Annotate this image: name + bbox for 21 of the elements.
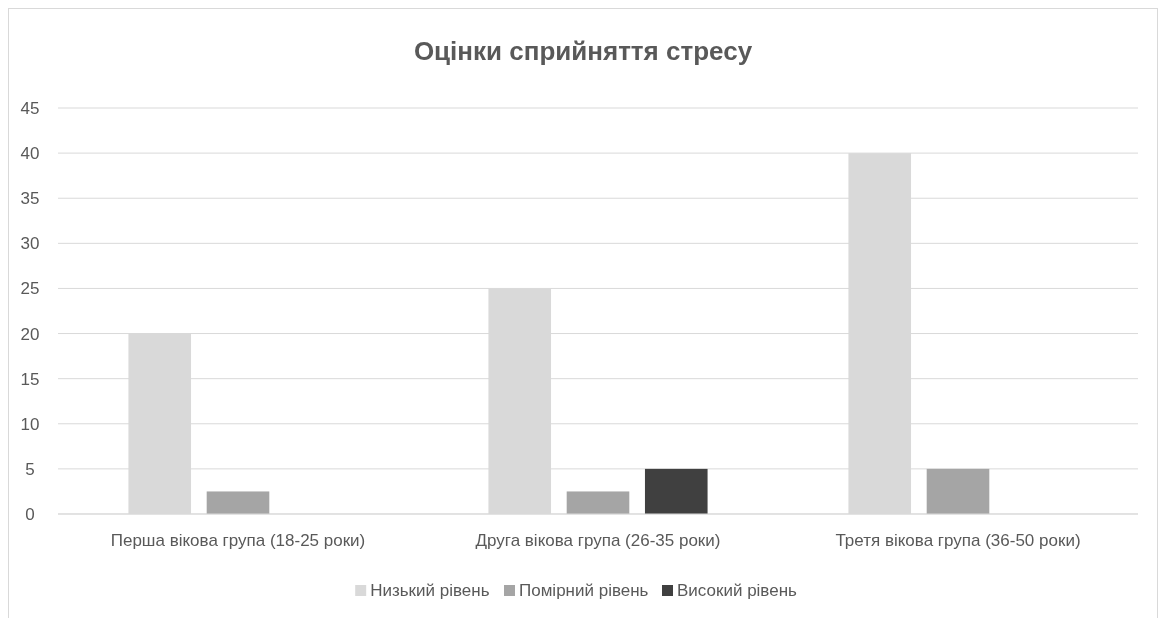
y-tick-label: 20 (20, 324, 40, 344)
y-tick-label: 15 (20, 369, 40, 389)
y-tick-label: 45 (20, 99, 40, 118)
bar (926, 468, 990, 514)
x-tick-label: Перша вікова група (18-25 роки) (110, 531, 366, 550)
bar (206, 491, 270, 514)
chart-title: Оцінки сприйняття стресу (413, 36, 753, 66)
y-tick-label: 35 (20, 189, 40, 209)
y-tick-label: 30 (20, 234, 40, 254)
x-tick-label: Друга вікова група (26-35 роки) (475, 531, 721, 550)
legend-label: Високий рівень (677, 581, 798, 600)
y-tick-label: 40 (20, 144, 40, 164)
y-tick-label: 25 (20, 279, 40, 299)
y-tick-label: 5 (25, 459, 35, 479)
bar (566, 491, 630, 514)
x-tick-label: Третя вікова група (36-50 роки) (835, 531, 1081, 550)
legend-label: Низький рівень (370, 581, 490, 600)
legend-label: Помірний рівень (519, 581, 649, 600)
bar (644, 468, 708, 514)
y-tick-label: 10 (20, 414, 40, 434)
y-tick-label: 0 (25, 505, 35, 524)
